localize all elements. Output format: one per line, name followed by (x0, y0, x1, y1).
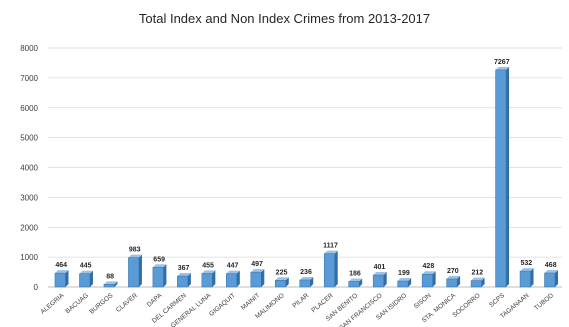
x-tick-label: DAPA (146, 292, 164, 309)
gridlines (48, 47, 562, 288)
data-label: 212 (471, 270, 483, 277)
data-label: 659 (153, 256, 165, 263)
y-tick-label: 2000 (20, 223, 38, 232)
data-label: 401 (374, 264, 386, 271)
data-label: 1117 (323, 243, 338, 250)
bar (226, 270, 240, 288)
x-tick-label: SAN FRANCISCO (338, 292, 383, 327)
y-axis: 0 1000 2000 3000 4000 5000 6000 7000 8000 (20, 44, 38, 292)
data-label: 468 (545, 262, 557, 269)
data-label: 497 (251, 261, 263, 268)
bar (201, 270, 216, 288)
data-labels: 464 445 88 983 659 367 455 447 497 225 236 1117 186 4… (55, 59, 556, 280)
x-tick-label: SISON (413, 292, 433, 311)
bar (495, 66, 510, 288)
bar (275, 277, 289, 288)
bar (299, 276, 314, 288)
x-tick-label: MAINIT (240, 292, 261, 312)
data-label: 445 (80, 263, 92, 270)
data-label: 532 (520, 260, 532, 267)
x-tick-label: BURGOS (88, 292, 115, 316)
bar (446, 275, 461, 288)
data-label: 455 (202, 262, 214, 269)
data-label: 7267 (494, 59, 510, 66)
bar (152, 264, 167, 288)
x-tick-label: CLAVER (115, 292, 139, 314)
data-label: 236 (300, 269, 312, 276)
data-label: 270 (447, 268, 459, 275)
data-label: 447 (227, 263, 239, 270)
bar (323, 250, 338, 288)
bar (177, 273, 191, 288)
y-tick-label: 6000 (20, 104, 38, 113)
data-label: 225 (276, 269, 288, 276)
x-tick-label: PILAR (291, 292, 310, 310)
bar (348, 278, 363, 288)
y-tick-label: 4000 (20, 164, 38, 173)
y-tick-label: 7000 (20, 74, 38, 83)
bar (519, 268, 534, 288)
chart-title: Total Index and Non Index Crimes from 20… (138, 11, 431, 26)
x-tick-label: GIGAQUIT (208, 292, 237, 318)
bar (79, 270, 93, 288)
y-tick-label: 0 (34, 283, 39, 292)
bars (54, 66, 559, 288)
y-tick-label: 3000 (20, 193, 38, 202)
data-label: 428 (423, 263, 435, 270)
bar (544, 270, 559, 288)
data-label: 186 (349, 270, 361, 277)
bar (128, 254, 142, 288)
y-tick-label: 8000 (20, 44, 38, 53)
bar (397, 278, 412, 288)
data-label: 983 (129, 247, 141, 254)
bar (103, 281, 118, 288)
bar (54, 270, 69, 288)
data-label: 199 (398, 270, 410, 277)
data-label: 367 (178, 265, 190, 272)
y-tick-label: 5000 (20, 134, 38, 143)
x-tick-label: BACUAG (64, 292, 90, 315)
data-label: 464 (55, 262, 67, 269)
bar (470, 277, 485, 288)
bar (372, 272, 387, 288)
data-label: 88 (106, 273, 114, 280)
bar (421, 271, 436, 288)
y-tick-label: 1000 (20, 253, 38, 262)
bar (250, 269, 265, 288)
x-tick-label: SCPS (488, 292, 507, 309)
x-tick-label: ALEGRIA (39, 292, 66, 316)
x-tick-label: TUBOD (533, 292, 555, 312)
